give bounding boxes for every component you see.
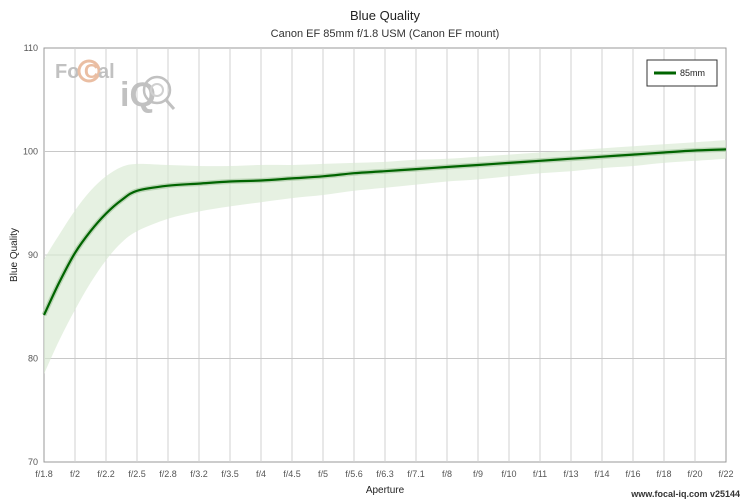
- chart-title: Blue Quality: [350, 8, 421, 23]
- x-tick-label: f/1.8: [35, 469, 53, 479]
- x-tick-label: f/22: [718, 469, 733, 479]
- x-axis-label: Aperture: [366, 485, 405, 496]
- x-tick-label: f/14: [594, 469, 609, 479]
- y-tick-label: 90: [28, 250, 38, 260]
- x-tick-label: f/6.3: [376, 469, 394, 479]
- x-tick-label: f/4.5: [283, 469, 301, 479]
- y-axis-label: Blue Quality: [9, 228, 20, 282]
- x-tick-label: f/5.6: [345, 469, 363, 479]
- legend-box: [646, 59, 718, 87]
- logo-text-left: Fo: [55, 61, 79, 83]
- x-tick-label: f/5: [318, 469, 328, 479]
- watermark-logo: Fo C al iQ: [55, 59, 176, 114]
- grid: [44, 48, 726, 462]
- logo-lens-icon: [142, 75, 172, 105]
- y-axis-ticks: 70 80 90 100 110: [23, 43, 38, 467]
- logo-handle-icon: [164, 99, 176, 110]
- series-85mm-band: [44, 140, 726, 374]
- legend-label-85mm: 85mm: [680, 68, 705, 78]
- y-tick-label: 80: [28, 354, 38, 364]
- x-tick-label: f/3.2: [190, 469, 208, 479]
- x-tick-label: f/11: [533, 469, 547, 479]
- x-tick-label: f/16: [625, 469, 640, 479]
- x-tick-label: f/8: [442, 469, 452, 479]
- x-tick-label: f/4: [256, 469, 266, 479]
- x-tick-label: f/18: [656, 469, 671, 479]
- chart-subtitle: Canon EF 85mm f/1.8 USM (Canon EF mount): [271, 28, 500, 40]
- logo-text-right: al: [98, 61, 115, 83]
- x-tick-label: f/10: [501, 469, 516, 479]
- legend: 85mm: [646, 59, 718, 87]
- footer-url: www.focal-iq.com v25144: [630, 489, 740, 499]
- x-tick-label: f/2.5: [128, 469, 146, 479]
- logo-text-c: C: [84, 61, 98, 83]
- y-tick-label: 100: [23, 147, 38, 157]
- logo-c-ring-icon: [77, 59, 101, 83]
- x-tick-label: f/2.2: [97, 469, 115, 479]
- y-tick-label: 70: [28, 457, 38, 467]
- x-tick-label: f/20: [687, 469, 702, 479]
- x-tick-label: f/9: [473, 469, 483, 479]
- x-tick-label: f/13: [563, 469, 578, 479]
- x-axis-ticks: f/1.8 f/2 f/2.2 f/2.5 f/2.8 f/3.2 f/3.5 f/4 f/4.…: [35, 469, 733, 479]
- x-tick-label: f/2.8: [159, 469, 177, 479]
- series-85mm-line: [43, 148, 727, 316]
- x-tick-label: f/7.1: [407, 469, 425, 479]
- logo-aperture-icon: [150, 83, 164, 97]
- x-tick-label: f/2: [70, 469, 80, 479]
- logo-text-iq: iQ: [120, 76, 156, 114]
- x-tick-label: f/3.5: [221, 469, 239, 479]
- y-tick-label: 110: [24, 43, 38, 53]
